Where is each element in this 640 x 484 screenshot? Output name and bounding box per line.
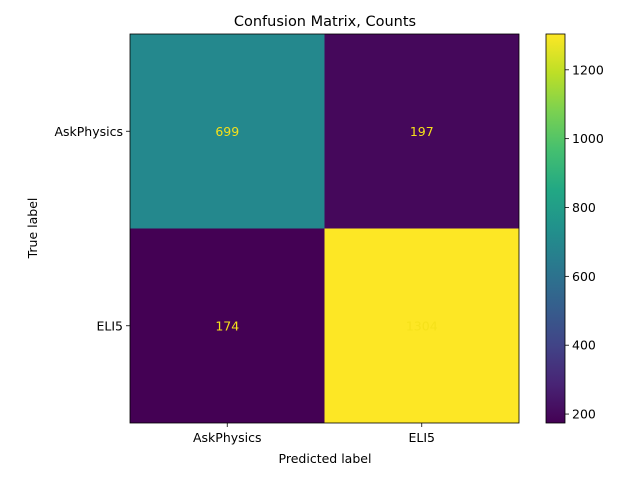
colorbar-gradient	[545, 33, 566, 424]
y-tick-label: AskPhysics	[54, 124, 123, 139]
colorbar-tick-label: 1200	[572, 62, 604, 77]
y-tick-label: ELI5	[96, 318, 123, 333]
matrix-layer: 699 197 174 1304 AskPhysics ELI5 AskPhysics ELI…	[54, 33, 520, 445]
colorbar: 200 400 600 800 1000 1200	[545, 33, 604, 424]
cell-value-label: 699	[215, 124, 239, 139]
matrix-cell	[324, 34, 519, 229]
y-axis-label: True label	[25, 198, 40, 260]
matrix-frame	[129, 33, 520, 424]
chart-title: Confusion Matrix, Counts	[234, 14, 416, 30]
colorbar-tick-label: 1000	[572, 131, 604, 146]
cell-value-label: 1304	[406, 318, 438, 333]
colorbar-tick-label: 600	[572, 269, 596, 284]
colorbar-tick-label: 400	[572, 338, 596, 353]
cell-value-label: 174	[215, 318, 239, 333]
x-axis-label: Predicted label	[279, 451, 372, 466]
x-tick-label: AskPhysics	[193, 430, 262, 445]
x-tick-label: ELI5	[408, 430, 435, 445]
matrix-cell	[130, 228, 325, 423]
matrix-cell	[130, 34, 325, 229]
colorbar-tick-label: 200	[572, 407, 596, 422]
colorbar-tick-label: 800	[572, 200, 596, 215]
matrix-cell	[324, 228, 519, 423]
cell-value-label: 197	[410, 124, 434, 139]
